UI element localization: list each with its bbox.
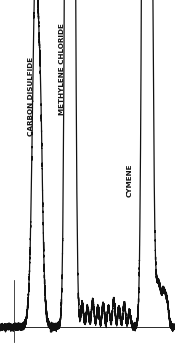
Text: METHYLENE CHLORIDE: METHYLENE CHLORIDE — [59, 23, 65, 115]
Text: CARBON DISULFIDE: CARBON DISULFIDE — [28, 57, 34, 136]
Text: CYMENE: CYMENE — [127, 163, 132, 197]
